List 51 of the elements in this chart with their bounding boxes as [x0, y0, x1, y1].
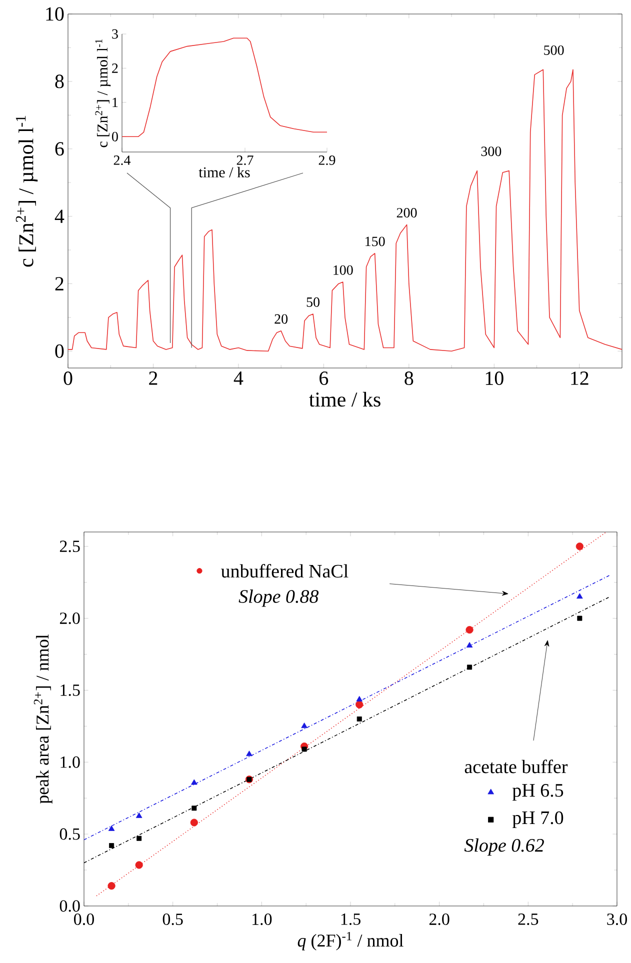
x-tick-label: 12: [571, 372, 588, 385]
y-tick-label: 6: [55, 142, 64, 156]
x-tick-label: 0.5: [162, 914, 183, 926]
x-tick-label: 2.0: [429, 914, 450, 926]
legend-label: pH 7.0: [512, 811, 564, 828]
y-tick-label: 3: [112, 29, 118, 39]
x-tick-label: 2.9: [318, 156, 336, 165]
x-tick-label: 4: [234, 372, 244, 385]
y-tick-label: 8: [55, 74, 64, 88]
y-tick-label: 2: [55, 277, 64, 290]
y-axis-title: c [Zn$^{2+}$] / µmol l$^{-1}$: [16, 116, 38, 267]
y-axis-title: c [Zn$^{2+}$] / µmol l$^{-1}$: [95, 39, 111, 148]
y-tick-label: 0: [55, 344, 64, 358]
annotation: acetate buffer: [464, 760, 568, 774]
annotation: 20: [274, 314, 288, 324]
y-tick-label: 1.5: [60, 684, 80, 696]
annotation: 300: [481, 146, 502, 156]
annotation: 200: [396, 208, 417, 218]
y-tick-label: 2: [112, 64, 118, 73]
y-axis-title: peak area [Zn$^{2+}$] / nmol: [34, 634, 52, 804]
annotation: 150: [366, 236, 385, 246]
y-tick-label: 2.0: [60, 612, 80, 624]
x-tick-label: 2.7: [236, 156, 254, 165]
annotation: Slope 0.62: [464, 838, 544, 856]
annotation: Slope 0.88: [238, 590, 319, 607]
legend-label: pH 6.5: [512, 784, 564, 801]
y-tick-label: 10: [46, 7, 64, 21]
y-tick-label: 1.0: [60, 756, 80, 768]
x-tick-label: 3.0: [607, 914, 627, 926]
x-axis-title: time / ks: [309, 392, 380, 407]
annotation: 50: [306, 297, 320, 307]
x-tick-label: 0.0: [74, 914, 94, 926]
x-tick-label: 1.0: [252, 914, 272, 926]
x-axis-title: q (2F)$^{-1}$ / nmol: [298, 932, 404, 950]
y-tick-label: 1: [112, 98, 118, 108]
x-tick-label: 8: [404, 372, 414, 386]
x-tick-label: 10: [486, 372, 504, 386]
y-tick-label: 0.5: [60, 828, 80, 840]
annotation: 500: [544, 45, 564, 55]
y-tick-label: 0.0: [60, 900, 80, 912]
legend-label: unbuffered NaCl: [221, 564, 348, 578]
annotation: 100: [334, 265, 353, 275]
x-tick-label: 2.5: [518, 914, 538, 926]
y-tick-label: 4: [54, 210, 64, 223]
x-tick-label: 6: [320, 372, 328, 385]
x-tick-label: 2: [149, 372, 158, 385]
x-tick-label: 1.5: [341, 914, 360, 925]
y-tick-label: 2.5: [60, 540, 80, 552]
x-axis-title: time / ks: [198, 166, 250, 178]
y-tick-label: 0: [112, 132, 118, 142]
x-tick-label: 2.4: [114, 156, 131, 165]
